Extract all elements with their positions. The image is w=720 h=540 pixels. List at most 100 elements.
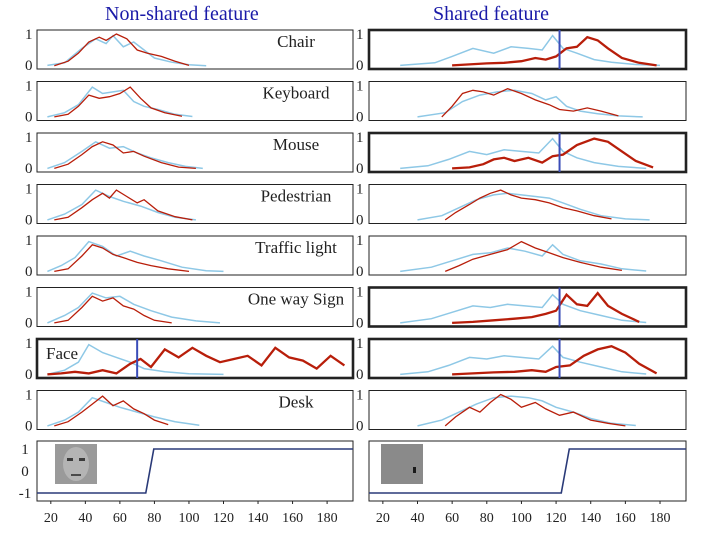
step-function-line	[369, 448, 686, 494]
category-label: Mouse	[273, 135, 319, 154]
face-mouth	[71, 474, 81, 476]
baseline-series-line	[417, 192, 650, 221]
panel-frame	[368, 390, 687, 430]
xtick-label: 160	[282, 511, 303, 526]
xtick-label: 60	[113, 511, 127, 526]
baseline-series-line	[400, 34, 661, 67]
panel-frame	[368, 81, 687, 121]
ytick-one: 1	[356, 130, 364, 146]
class-series-line	[54, 33, 190, 67]
baseline-series-line	[400, 293, 647, 324]
ytick-zero: 0	[356, 367, 364, 383]
panel-frame	[36, 184, 354, 224]
ytick-zero: 0	[356, 161, 364, 177]
ytick-zero: 0	[25, 213, 33, 229]
baseline-series-line	[47, 240, 224, 273]
class-series-line	[54, 141, 196, 170]
ytick-zero: 0	[356, 213, 364, 229]
ytick-one: 1	[25, 233, 33, 249]
category-label: Chair	[277, 32, 315, 51]
baseline-series-line	[47, 189, 196, 221]
ytick-zero: 0	[25, 264, 33, 280]
xtick-label: 80	[480, 511, 494, 526]
feature-mark	[413, 467, 416, 473]
class-series-line	[452, 137, 654, 170]
face-shape	[63, 447, 89, 481]
xtick-label: 180	[650, 511, 671, 526]
ytick-zero: 0	[356, 419, 364, 435]
xtick-label: 80	[147, 511, 161, 526]
baseline-series-line	[417, 395, 636, 427]
baseline-series-line	[400, 345, 647, 376]
ytick-one: 1	[25, 27, 33, 43]
ytick-one: 1	[356, 233, 364, 249]
xtick-label: 20	[44, 511, 58, 526]
ytick-one: 1	[356, 79, 364, 95]
ytick-zero: 0	[25, 110, 33, 126]
xtick-label: 100	[511, 511, 532, 526]
xtick-label: 140	[580, 511, 601, 526]
step-ytick: -1	[19, 486, 32, 502]
ytick-zero: 0	[356, 58, 364, 74]
baseline-series-line	[47, 86, 193, 118]
baseline-series-line	[47, 34, 207, 67]
xtick-label: 140	[248, 511, 269, 526]
class-series-line	[452, 344, 658, 376]
panel-frame	[368, 184, 687, 224]
ytick-zero: 0	[25, 367, 33, 383]
xtick-label: 120	[213, 511, 234, 526]
face-eye	[67, 458, 73, 461]
xtick-label: 100	[178, 511, 199, 526]
ytick-one: 1	[25, 79, 33, 95]
baseline-series-line	[47, 140, 203, 170]
panel-frame	[36, 132, 354, 173]
class-series-line	[444, 189, 612, 221]
xtick-label: 160	[615, 511, 636, 526]
xtick-label: 40	[78, 511, 92, 526]
xtick-label: 40	[411, 511, 425, 526]
xtick-label: 60	[445, 511, 459, 526]
ytick-one: 1	[25, 388, 33, 404]
class-series-line	[54, 86, 183, 118]
class-series-line	[444, 393, 626, 427]
xtick-label: 120	[546, 511, 567, 526]
step-function-line	[37, 448, 353, 494]
ytick-one: 1	[25, 182, 33, 198]
baseline-series-line	[47, 292, 221, 324]
class-series-line	[54, 395, 169, 427]
ytick-one: 1	[356, 182, 364, 198]
panel-frame	[36, 390, 354, 430]
face-eye	[79, 458, 85, 461]
ytick-one: 1	[356, 388, 364, 404]
step-ytick: 1	[21, 442, 29, 458]
header-non-shared: Non-shared feature	[105, 3, 259, 25]
feature-patch-thumbnail	[381, 444, 423, 484]
panel-frame	[36, 29, 354, 70]
ytick-zero: 0	[356, 316, 364, 332]
ytick-one: 1	[25, 130, 33, 146]
class-series-line	[441, 88, 619, 118]
class-series-line	[54, 244, 190, 273]
panel-frame	[367, 28, 688, 71]
category-label: Pedestrian	[261, 187, 332, 206]
ytick-zero: 0	[356, 264, 364, 280]
baseline-series-line	[47, 343, 224, 376]
class-series-line	[47, 346, 346, 376]
category-label: Desk	[279, 393, 314, 412]
class-series-line	[444, 240, 622, 272]
ytick-zero: 0	[25, 58, 33, 74]
class-series-line	[54, 189, 193, 221]
baseline-series-line	[417, 89, 643, 118]
baseline-series-line	[400, 137, 647, 170]
xtick-label: 180	[317, 511, 338, 526]
ytick-one: 1	[356, 336, 364, 352]
category-label: Face	[46, 344, 78, 363]
category-label: Keyboard	[262, 84, 330, 103]
header-shared: Shared feature	[433, 3, 550, 25]
class-series-line	[452, 291, 640, 325]
ytick-zero: 0	[356, 110, 364, 126]
class-series-line	[54, 295, 172, 324]
category-label: Traffic light	[255, 238, 337, 257]
ytick-one: 1	[356, 27, 364, 43]
